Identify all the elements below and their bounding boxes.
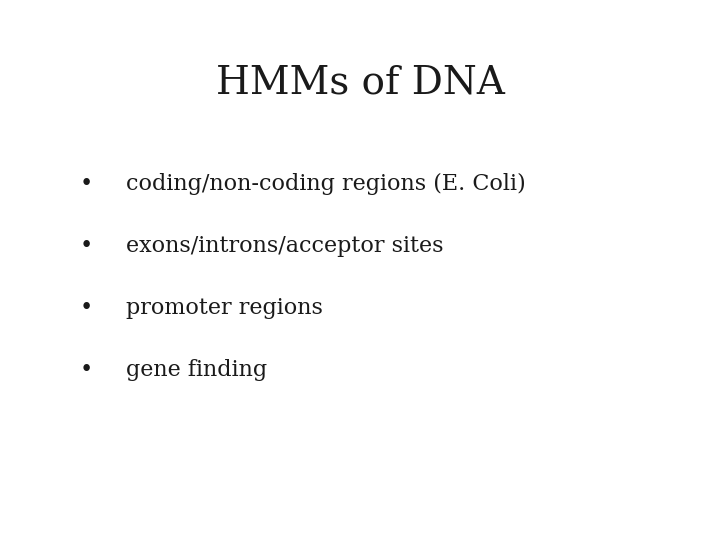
Text: gene finding: gene finding: [126, 359, 267, 381]
Text: •: •: [80, 297, 93, 319]
Text: •: •: [80, 359, 93, 381]
Text: exons/introns/acceptor sites: exons/introns/acceptor sites: [126, 235, 444, 256]
Text: •: •: [80, 235, 93, 256]
Text: coding/non-coding regions (E. Coli): coding/non-coding regions (E. Coli): [126, 173, 526, 194]
Text: •: •: [80, 173, 93, 194]
Text: HMMs of DNA: HMMs of DNA: [215, 65, 505, 102]
Text: promoter regions: promoter regions: [126, 297, 323, 319]
